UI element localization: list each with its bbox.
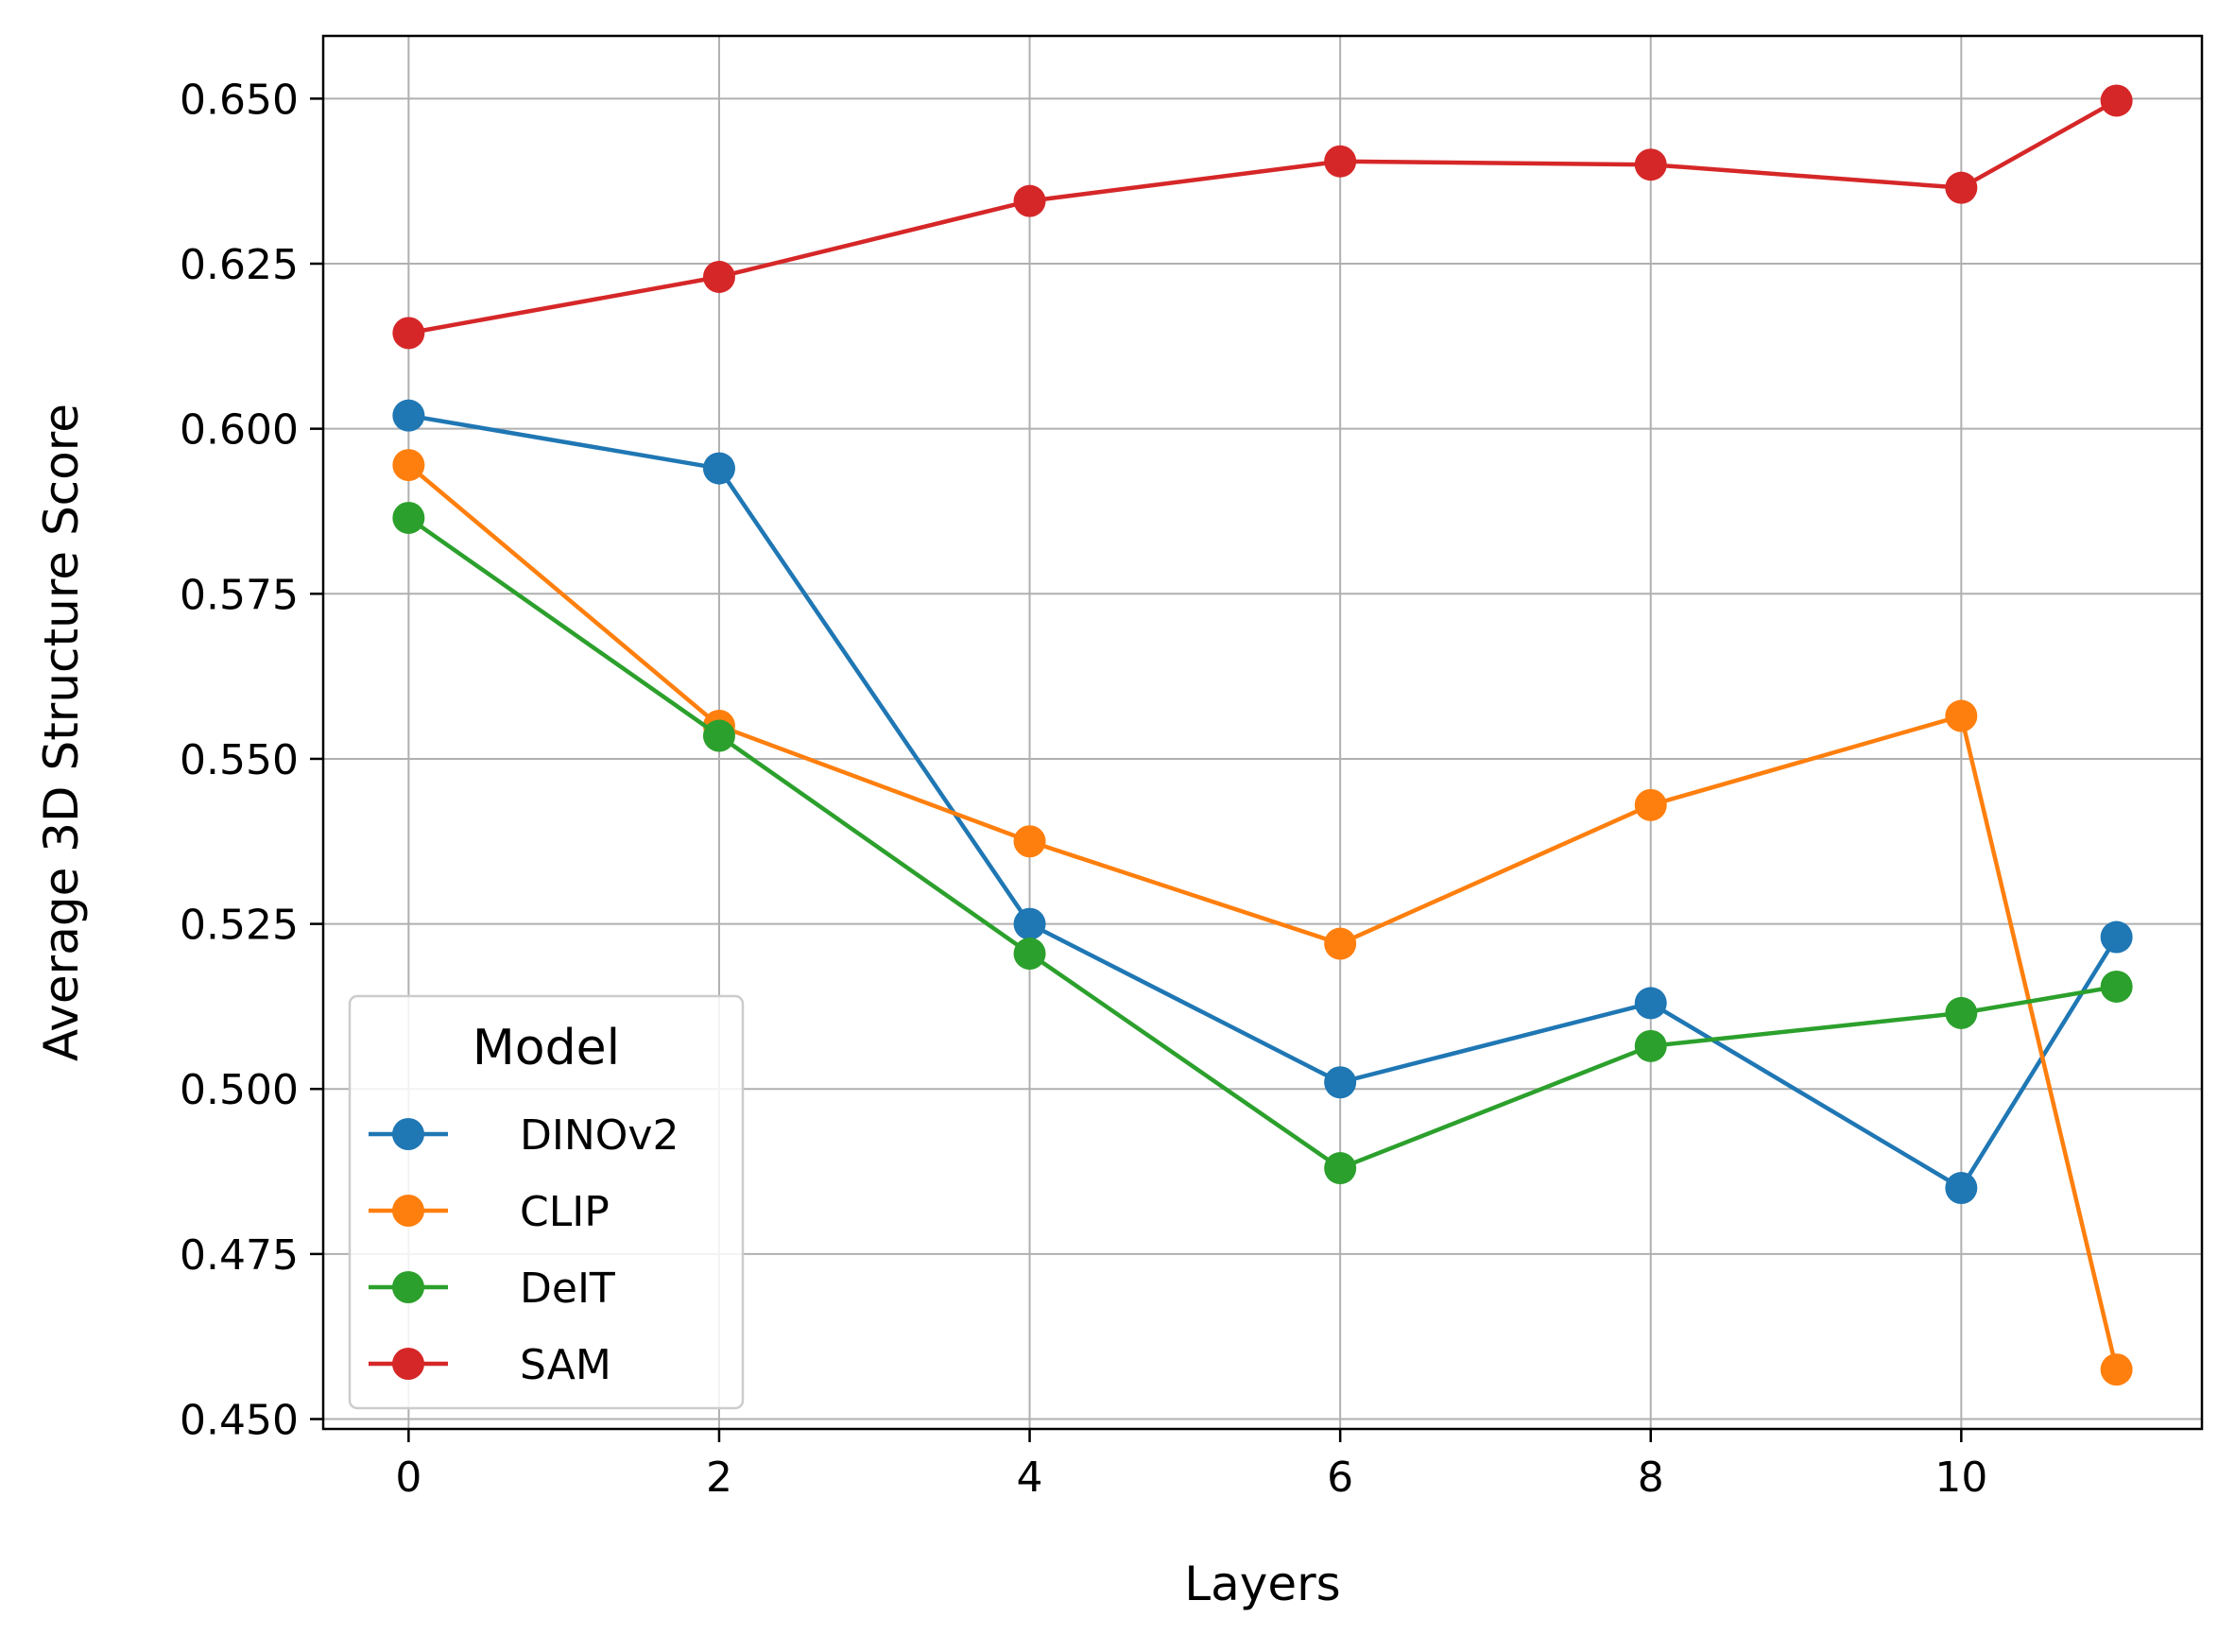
x-tick-label: 2 [706, 1454, 732, 1502]
legend-title: Model [473, 1020, 620, 1076]
y-tick-label: 0.625 [180, 241, 299, 289]
legend-label: CLIP [520, 1188, 610, 1236]
data-point-deit [1634, 1029, 1667, 1062]
data-point-sam [1324, 145, 1357, 178]
legend-marker-swatch [392, 1118, 424, 1150]
y-tick-label: 0.475 [180, 1231, 299, 1280]
data-point-deit [702, 719, 735, 752]
data-point-sam [1945, 171, 1978, 204]
legend-marker-swatch [392, 1348, 424, 1380]
y-tick-label: 0.550 [180, 736, 299, 784]
legend-item-clip: CLIP [369, 1188, 610, 1236]
data-point-dinov2 [1324, 1066, 1357, 1099]
series-sam [392, 84, 2133, 350]
y-axis-label: Average 3D Structure Score [34, 404, 89, 1061]
x-tick-label: 10 [1934, 1454, 1987, 1502]
data-point-clip [1324, 927, 1357, 960]
series-deit [392, 501, 2133, 1185]
data-series [392, 84, 2133, 1386]
legend-marker-swatch [392, 1195, 424, 1227]
y-tick-label: 0.450 [180, 1397, 299, 1445]
legend-item-dinov2: DINOv2 [369, 1111, 679, 1160]
x-tick-label: 0 [395, 1454, 421, 1502]
y-tick-label: 0.600 [180, 406, 299, 455]
x-axis-label: Layers [1184, 1557, 1340, 1611]
data-point-dinov2 [702, 452, 735, 485]
data-point-deit [2100, 970, 2133, 1003]
y-tick-label: 0.500 [180, 1066, 299, 1114]
series-dinov2 [392, 399, 2133, 1205]
data-point-deit [1013, 938, 1046, 971]
data-point-dinov2 [2100, 921, 2133, 954]
legend-marker-swatch [392, 1271, 424, 1303]
data-point-deit [392, 501, 425, 534]
legend-item-deit: DeIT [369, 1265, 615, 1313]
data-point-sam [2100, 84, 2133, 117]
data-point-dinov2 [392, 399, 425, 432]
data-point-clip [392, 449, 425, 482]
legend: Model DINOv2 CLIP DeIT SAM [348, 994, 745, 1410]
x-tick-label: 6 [1327, 1454, 1353, 1502]
data-point-deit [1945, 996, 1978, 1029]
data-point-clip [1634, 788, 1667, 821]
data-point-dinov2 [1634, 987, 1667, 1020]
data-point-dinov2 [1013, 907, 1046, 940]
legend-label: SAM [520, 1341, 611, 1389]
data-point-sam [1013, 184, 1046, 217]
x-tick-label: 4 [1017, 1454, 1043, 1502]
plot-frame [321, 34, 2204, 1431]
axis-ticks: 0 2 4 6 8 10 0.450 0.475 0.500 0.525 0.550 0.575 0.6… [180, 76, 1987, 1502]
legend-item-sam: SAM [369, 1341, 611, 1389]
y-tick-label: 0.525 [180, 902, 299, 950]
data-point-deit [1324, 1152, 1357, 1185]
data-point-sam [702, 260, 735, 293]
legend-box [348, 994, 745, 1410]
legend-label: DINOv2 [520, 1111, 679, 1160]
x-tick-label: 8 [1638, 1454, 1664, 1502]
legend-label: DeIT [520, 1265, 615, 1313]
data-point-clip [1013, 825, 1046, 858]
data-point-clip [2100, 1353, 2133, 1386]
data-point-dinov2 [1945, 1172, 1978, 1205]
data-point-clip [1945, 699, 1978, 732]
data-point-sam [1634, 148, 1667, 181]
y-tick-label: 0.650 [180, 76, 299, 124]
data-point-sam [392, 317, 425, 350]
y-tick-label: 0.575 [180, 571, 299, 619]
